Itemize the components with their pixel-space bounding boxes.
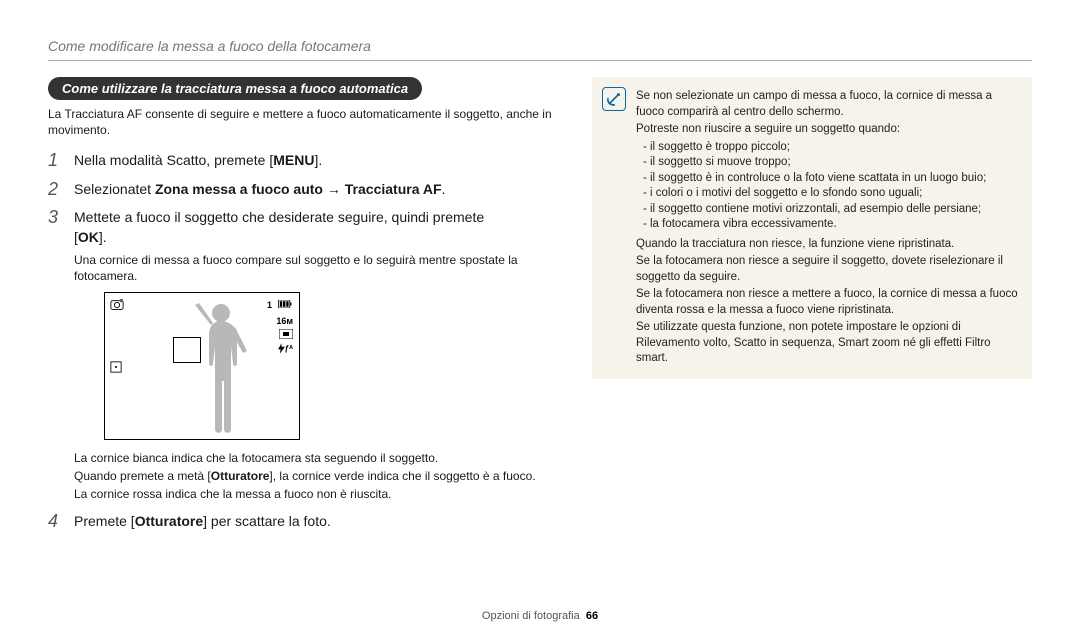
camera-lcd-preview: 1 16м ƒᴬ xyxy=(104,292,300,440)
footer-label: Opzioni di fotografia xyxy=(482,610,580,622)
step-3: 3 Mettete a fuoco il soggetto che deside… xyxy=(48,207,568,503)
page-header: Come modificare la messa a fuoco della f… xyxy=(48,38,1032,61)
shutter-key-label-1: Otturatore xyxy=(211,469,270,483)
note-p1: Se non selezionate un campo di messa a f… xyxy=(636,89,1020,120)
note-p2: Potreste non riuscire a seguire un sogge… xyxy=(636,122,1020,138)
step3-note2: Quando premete a metà [Otturatore], la c… xyxy=(74,468,568,484)
note-p5: Se la fotocamera non riesce a mettere a … xyxy=(636,287,1020,318)
step-number-3: 3 xyxy=(48,204,58,230)
focus-frame-box xyxy=(173,337,201,363)
flash-icon: ƒᴬ xyxy=(278,343,293,358)
step3-note2-post: ], la cornice verde indica che il sogget… xyxy=(269,469,535,483)
flash-label: ƒᴬ xyxy=(285,344,293,353)
mode-icon xyxy=(110,298,124,318)
metering-icon xyxy=(279,329,293,343)
right-column: Se non selezionate un campo di messa a f… xyxy=(592,77,1032,539)
note-p4: Se la fotocamera non riesce a seguire il… xyxy=(636,254,1020,285)
note-b5: il soggetto contiene motivi orizzontali,… xyxy=(650,202,1020,218)
af-area-icon xyxy=(110,361,122,379)
page-number: 66 xyxy=(586,610,598,622)
step-number-4: 4 xyxy=(48,508,58,534)
lcd-shot-count: 1 xyxy=(267,299,293,312)
step-number-1: 1 xyxy=(48,147,58,173)
step3-subtext: Una cornice di messa a fuoco compare sul… xyxy=(74,252,568,284)
shot-count-value: 1 xyxy=(267,300,272,310)
manual-page: Come modificare la messa a fuoco della f… xyxy=(0,0,1080,551)
step3-notes: La cornice bianca indica che la fotocame… xyxy=(74,450,568,503)
steps-list: 1 Nella modalità Scatto, premete [MENU].… xyxy=(48,150,568,530)
note-b3: il soggetto è in controluce o la foto vi… xyxy=(650,171,1020,187)
step4-post: ] per scattare la foto. xyxy=(203,513,331,529)
step3-note2-pre: Quando premete a metà [ xyxy=(74,469,211,483)
step-number-2: 2 xyxy=(48,176,58,202)
section-intro: La Tracciatura AF consente di seguire e … xyxy=(48,106,568,138)
note-b4: i colori o i motivi del soggetto e lo sf… xyxy=(650,186,1020,202)
page-footer: Opzioni di fotografia 66 xyxy=(0,610,1080,622)
step2-arrow: → xyxy=(323,181,345,197)
note-p6: Se utilizzate questa funzione, non potet… xyxy=(636,320,1020,367)
step2-bold-a: Zona messa a fuoco auto xyxy=(155,181,323,197)
step3-note1: La cornice bianca indica che la fotocame… xyxy=(74,450,568,466)
step-2: 2 Selezionatet Zona messa a fuoco auto →… xyxy=(48,179,568,199)
menu-key-icon: MENU xyxy=(273,152,314,168)
step3-line: Mettete a fuoco il soggetto che desidera… xyxy=(74,209,484,225)
note-b2: il soggetto si muove troppo; xyxy=(650,155,1020,171)
battery-icon xyxy=(277,300,293,308)
step4-pre: Premete [ xyxy=(74,513,135,529)
left-column: Come utilizzare la tracciatura messa a f… xyxy=(48,77,568,539)
note-box: Se non selezionate un campo di messa a f… xyxy=(592,77,1032,379)
step-1: 1 Nella modalità Scatto, premete [MENU]. xyxy=(48,150,568,170)
note-p3: Quando la tracciatura non riesce, la fun… xyxy=(636,237,1020,253)
step-4: 4 Premete [Otturatore] per scattare la f… xyxy=(48,511,568,531)
step1-post: ]. xyxy=(314,152,322,168)
section-title-pill: Come utilizzare la tracciatura messa a f… xyxy=(48,77,422,100)
step3-close: ]. xyxy=(99,229,107,245)
note-bullets: il soggetto è troppo piccolo; il soggett… xyxy=(636,140,1020,233)
step2-post: . xyxy=(442,181,446,197)
note-b1: il soggetto è troppo piccolo; xyxy=(650,140,1020,156)
subject-silhouette xyxy=(189,301,253,435)
step2-bold-b: Tracciatura AF xyxy=(345,181,442,197)
lcd-resolution: 16м xyxy=(276,315,293,328)
step2-pre: Selezionatet xyxy=(74,181,155,197)
note-b6: la fotocamera vibra eccessivamente. xyxy=(650,217,1020,233)
shutter-key-label-2: Otturatore xyxy=(135,513,203,529)
step3-note3: La cornice rossa indica che la messa a f… xyxy=(74,486,568,502)
two-column-layout: Come utilizzare la tracciatura messa a f… xyxy=(48,77,1032,539)
step1-pre: Nella modalità Scatto, premete [ xyxy=(74,152,273,168)
ok-key-icon: OK xyxy=(78,229,99,245)
note-icon xyxy=(602,87,626,111)
step3-sub: Una cornice di messa a fuoco compare sul… xyxy=(74,252,568,284)
